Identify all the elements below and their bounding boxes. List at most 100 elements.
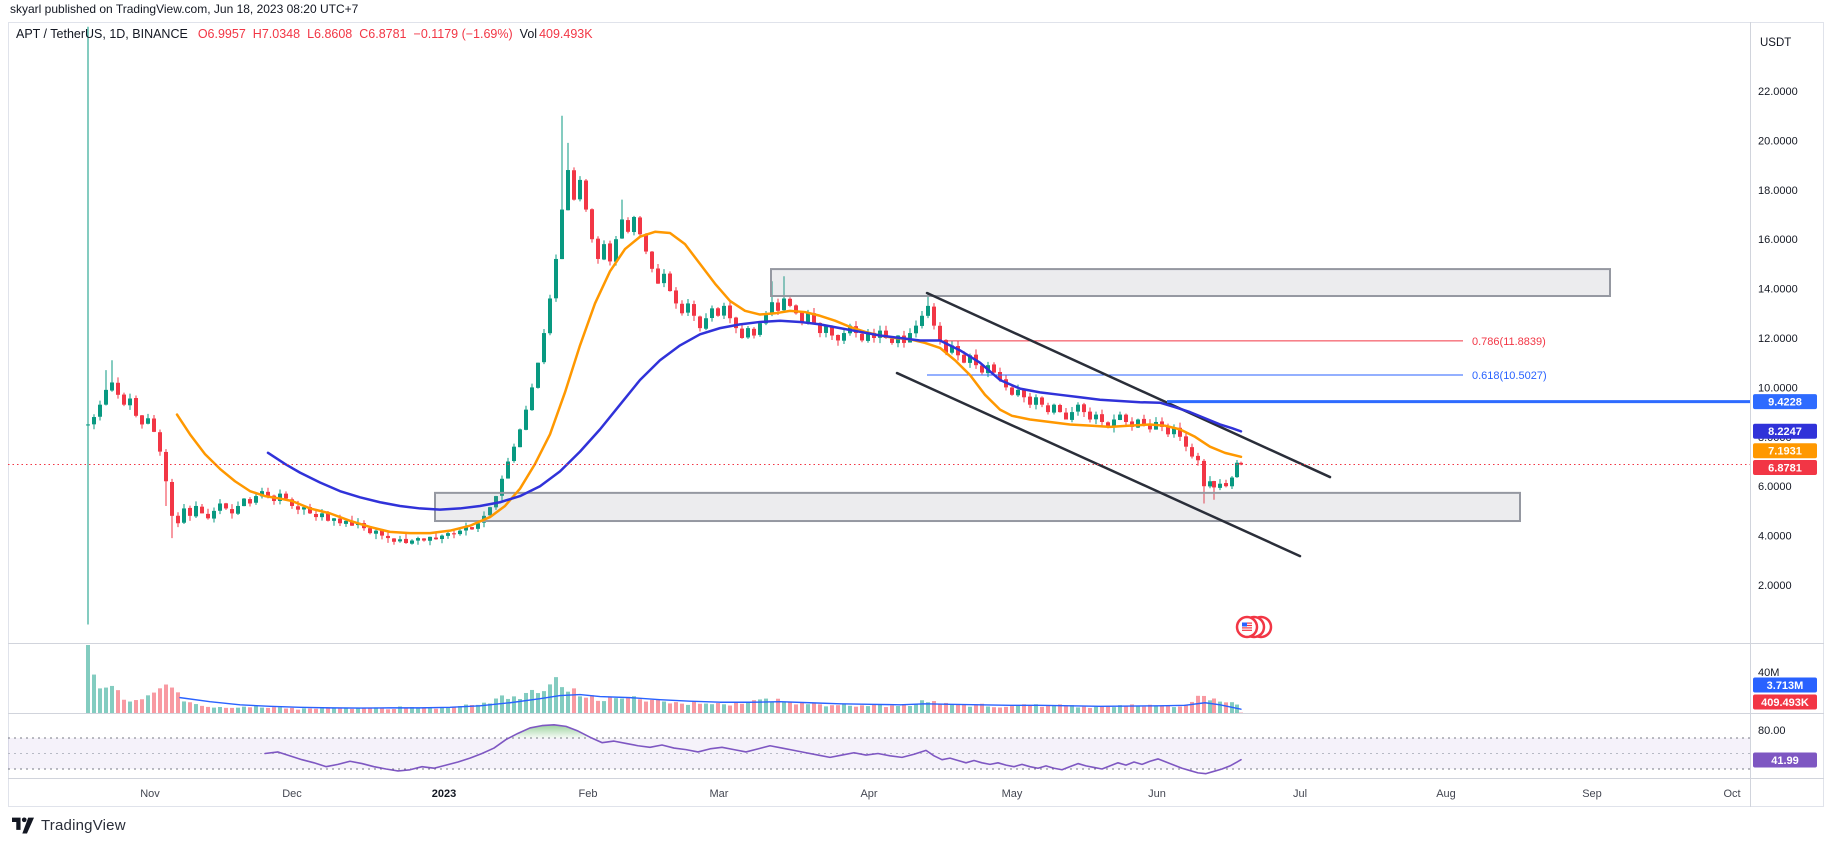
candle [1082,404,1086,413]
volume-bar [188,702,192,713]
price-badge [1753,443,1817,459]
candle [296,506,300,510]
volume-bar [476,704,480,713]
volume-bar [1196,695,1200,713]
volume-bar [494,698,498,713]
volume-bar [128,701,132,713]
volume-bar [716,703,720,713]
volume-bar [1160,705,1164,713]
candle [860,333,864,341]
tradingview-footer-logo[interactable]: TradingView [12,816,126,834]
rectangle-zone-drawing[interactable] [434,491,1521,523]
candle [1088,411,1092,420]
time-axis-label: Sep [1582,788,1602,800]
candle [140,415,144,425]
volume-bar [914,704,918,713]
volume-bar [290,707,294,713]
candle [416,538,420,541]
candle [158,432,162,452]
volume-bar [1178,706,1182,713]
candle [686,303,690,313]
candle [1028,396,1032,405]
candle [152,418,156,432]
price-badge-label: 7.1931 [1768,446,1802,458]
volume-bar [722,704,726,713]
volume-bar [584,697,588,713]
volume-bar [212,707,216,713]
chart-widget-border [8,22,1824,807]
volume-bar [674,702,678,713]
volume-bar [296,709,300,713]
volume-bar [980,703,984,713]
candle [1124,414,1128,422]
volume-bar [368,707,372,713]
candle [488,507,492,516]
price-tick-label: 6.0000 [1758,481,1792,493]
price-pane-surface[interactable] [8,22,1750,643]
volume-bar [242,706,246,713]
volume-bar [608,697,612,713]
volume-badge-label: 409.493K [1761,697,1809,709]
volume-bar [164,684,168,713]
volume-bar [308,708,312,713]
time-axis-label: 2023 [432,788,456,800]
volume-bar [1136,705,1140,713]
volume-bar [218,707,222,713]
candle [818,322,822,334]
volume-ma-line [179,693,1242,710]
candle [242,498,246,507]
volume-bar [908,706,912,713]
volume-bar [590,695,594,713]
volume-bar [530,689,534,713]
volume-bar [1190,701,1194,713]
volume-bar [710,704,714,713]
volume-bar [1208,700,1212,713]
candle [536,362,540,388]
volume-bar [566,691,570,713]
candle [398,539,402,542]
volume-bar [728,705,732,713]
volume-bar [872,704,876,713]
candle [176,515,180,524]
volume-bar [374,707,378,713]
volume-bar [764,698,768,713]
volume-bar [158,688,162,713]
candle [1106,422,1110,427]
volume-bar [458,706,462,713]
volume-bar [1034,704,1038,713]
price-scale[interactable] [1750,22,1824,807]
volume-bar [740,703,744,713]
volume-bar [302,708,306,713]
volume-bar [104,687,108,713]
volume-bar [1016,705,1020,713]
time-axis-label: Mar [710,788,729,800]
volume-bar [398,706,402,713]
rectangle-zone-drawing[interactable] [770,268,1611,298]
volume-bar [992,707,996,713]
candle [368,528,372,534]
symbol-title[interactable]: APT / TetherUS, 1D, BINANCE [16,27,188,41]
candle [224,503,228,509]
candle [722,305,726,316]
candle [314,513,318,518]
symbol-legend[interactable]: APT / TetherUS, 1D, BINANCE O6.9957 H7.034… [16,27,600,41]
volume-badge-label: 3.713M [1767,680,1804,692]
volume-bar [962,704,966,713]
volume-bar [416,708,420,713]
volume-bar [542,691,546,713]
candle [464,526,468,531]
candle [932,306,936,326]
volume-bar [110,685,114,713]
candle [428,536,432,541]
volume-bar [320,708,324,713]
volume-bar [884,707,888,713]
price-tick-label: 2.0000 [1758,580,1792,592]
volume-bar [1142,706,1146,713]
volume-bar [824,706,828,713]
volume-bar [146,695,150,713]
volume-bar [890,705,894,713]
trend-channel-line[interactable] [925,291,1332,479]
time-scale[interactable] [8,778,1750,807]
volume-bar [260,707,264,713]
